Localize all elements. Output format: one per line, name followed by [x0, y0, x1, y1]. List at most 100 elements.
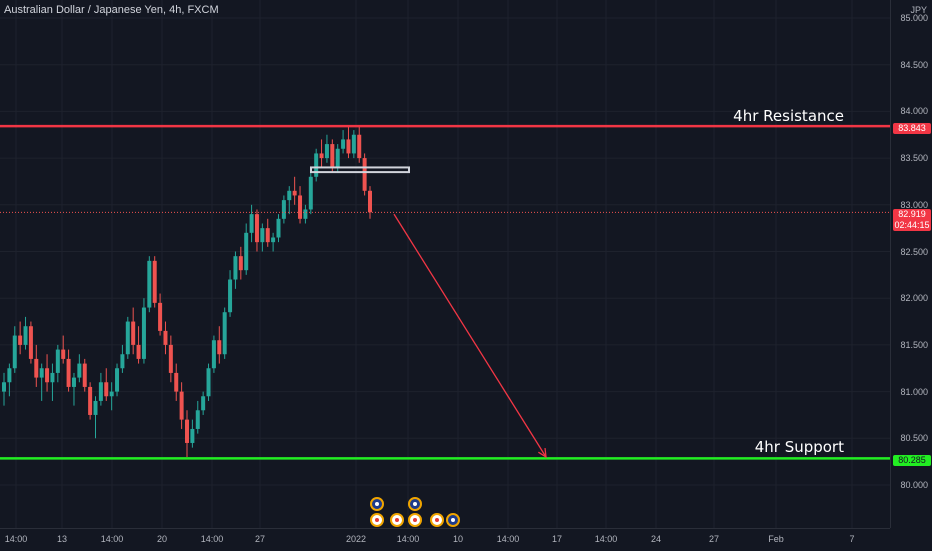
price-tick-label: 85.000 — [900, 13, 928, 23]
candle-body — [2, 382, 6, 392]
event-icon-core — [395, 518, 399, 522]
time-tick-label: 2022 — [345, 534, 367, 544]
currency-label: JPY — [910, 5, 927, 15]
candle-body — [66, 358, 71, 387]
economic-event-flag-icon[interactable] — [408, 497, 422, 511]
resistance-price-tag: 83.843 — [893, 123, 931, 134]
candle-body — [190, 428, 195, 443]
time-tick-label: 14:00 — [200, 534, 224, 544]
economic-event-alert-icon[interactable] — [370, 513, 384, 527]
candle-body — [362, 158, 367, 191]
candle-body — [12, 335, 17, 369]
candle-body — [206, 368, 211, 397]
economic-event-flag-icon[interactable] — [370, 497, 384, 511]
symbol-title: Australian Dollar / Japanese Yen, 4h, FX… — [4, 4, 219, 16]
candle-body — [222, 312, 227, 355]
economic-event-alert-icon[interactable] — [408, 513, 422, 527]
candle-body — [158, 302, 163, 331]
candle-body — [131, 321, 136, 345]
candle-body — [319, 153, 324, 159]
candle-body — [7, 368, 12, 383]
candle-body — [88, 386, 93, 415]
price-tick-label: 82.000 — [900, 293, 928, 304]
time-tick-label: 27 — [708, 534, 720, 544]
candle-body — [260, 228, 265, 243]
time-tick-label: Feb — [768, 534, 784, 544]
price-tick-label: 84.000 — [900, 106, 928, 117]
time-tick-label: 14:00 — [100, 534, 124, 544]
event-icon-core — [375, 518, 379, 522]
price-tick-label: 84.500 — [900, 59, 928, 70]
candle-body — [125, 321, 130, 355]
resistance-annotation: 4hr Resistance — [733, 107, 844, 125]
candle-body — [228, 279, 233, 313]
economic-event-flag-icon[interactable] — [446, 513, 460, 527]
candle-body — [357, 134, 362, 159]
candle-body — [98, 382, 103, 401]
bar-countdown: 02:44:15 — [894, 220, 930, 230]
candle-body — [45, 368, 50, 383]
candle-body — [136, 344, 141, 359]
candle-body — [82, 363, 87, 387]
event-icon-core — [435, 518, 439, 522]
candle-body — [163, 330, 168, 345]
candle-body — [152, 260, 157, 303]
candle-body — [141, 307, 146, 359]
candle-body — [179, 391, 184, 420]
candle-body — [292, 190, 297, 196]
time-axis[interactable]: 14:00 13 14:00 20 14:00 27 2022 14:00 10 14:00 17 1… — [0, 528, 890, 551]
candle-body — [109, 391, 114, 397]
price-tick-label: 83.000 — [900, 199, 928, 210]
candle-body — [55, 349, 60, 373]
candle-body — [298, 195, 303, 219]
price-axis[interactable]: JPY 85.000 84.500 84.000 83.500 83.000 82.500… — [890, 0, 932, 528]
event-icon-core — [413, 502, 417, 506]
candle-body — [147, 260, 152, 308]
time-tick-label: 7 — [849, 534, 855, 544]
chart-canvas[interactable] — [0, 0, 890, 528]
candle-body — [50, 372, 55, 383]
candle-body — [238, 256, 243, 271]
projection-arrow — [393, 213, 547, 458]
time-tick-label: 14:00 — [496, 534, 520, 544]
candle-body — [217, 340, 222, 355]
current-price-tag: 82.919 02:44:15 — [893, 209, 931, 231]
supply-zone-box — [310, 166, 410, 174]
candle-body — [254, 214, 259, 243]
candle-body — [39, 368, 44, 378]
arrow-head — [538, 447, 547, 459]
candle-body — [115, 368, 120, 392]
candle-body — [104, 382, 109, 397]
time-tick-label: 24 — [650, 534, 662, 544]
economic-event-alert-icon[interactable] — [390, 513, 404, 527]
time-tick-label: 13 — [56, 534, 68, 544]
time-tick-label: 20 — [156, 534, 168, 544]
chart-pane[interactable]: Australian Dollar / Japanese Yen, 4h, FX… — [0, 0, 890, 528]
candle-body — [351, 134, 356, 154]
event-icon-core — [413, 518, 417, 522]
price-tick-label: 80.000 — [900, 480, 928, 490]
candle-body — [314, 153, 319, 177]
candle-body — [195, 410, 200, 429]
candle-body — [18, 335, 23, 345]
candle-body — [271, 237, 276, 243]
candle-body — [120, 354, 125, 369]
candle-body — [303, 209, 308, 219]
time-tick-label: 17 — [551, 534, 563, 544]
candle-body — [77, 363, 82, 378]
candle-body — [34, 358, 39, 378]
candle-body — [368, 190, 372, 213]
candle-body — [61, 349, 66, 359]
candle-body — [185, 419, 189, 443]
candle-body — [23, 326, 28, 345]
candle-body — [265, 228, 270, 243]
time-tick-label: 14:00 — [594, 534, 618, 544]
candle-body — [276, 218, 281, 238]
current-price: 82.919 — [898, 209, 926, 219]
candle-body — [211, 340, 216, 369]
candle-body — [174, 372, 179, 392]
support-price-tag: 80.285 — [893, 455, 931, 466]
economic-event-alert-icon[interactable] — [430, 513, 444, 527]
candle-body — [71, 377, 76, 387]
candle-body — [233, 256, 238, 280]
